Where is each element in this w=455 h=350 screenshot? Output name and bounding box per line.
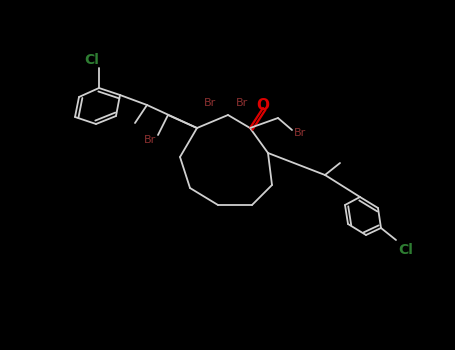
Text: Br: Br: [236, 98, 248, 108]
Text: Br: Br: [294, 128, 306, 138]
Text: Cl: Cl: [85, 53, 100, 67]
Text: Br: Br: [204, 98, 216, 108]
Text: O: O: [257, 98, 269, 113]
Text: Cl: Cl: [399, 243, 414, 257]
Text: Br: Br: [144, 135, 156, 145]
